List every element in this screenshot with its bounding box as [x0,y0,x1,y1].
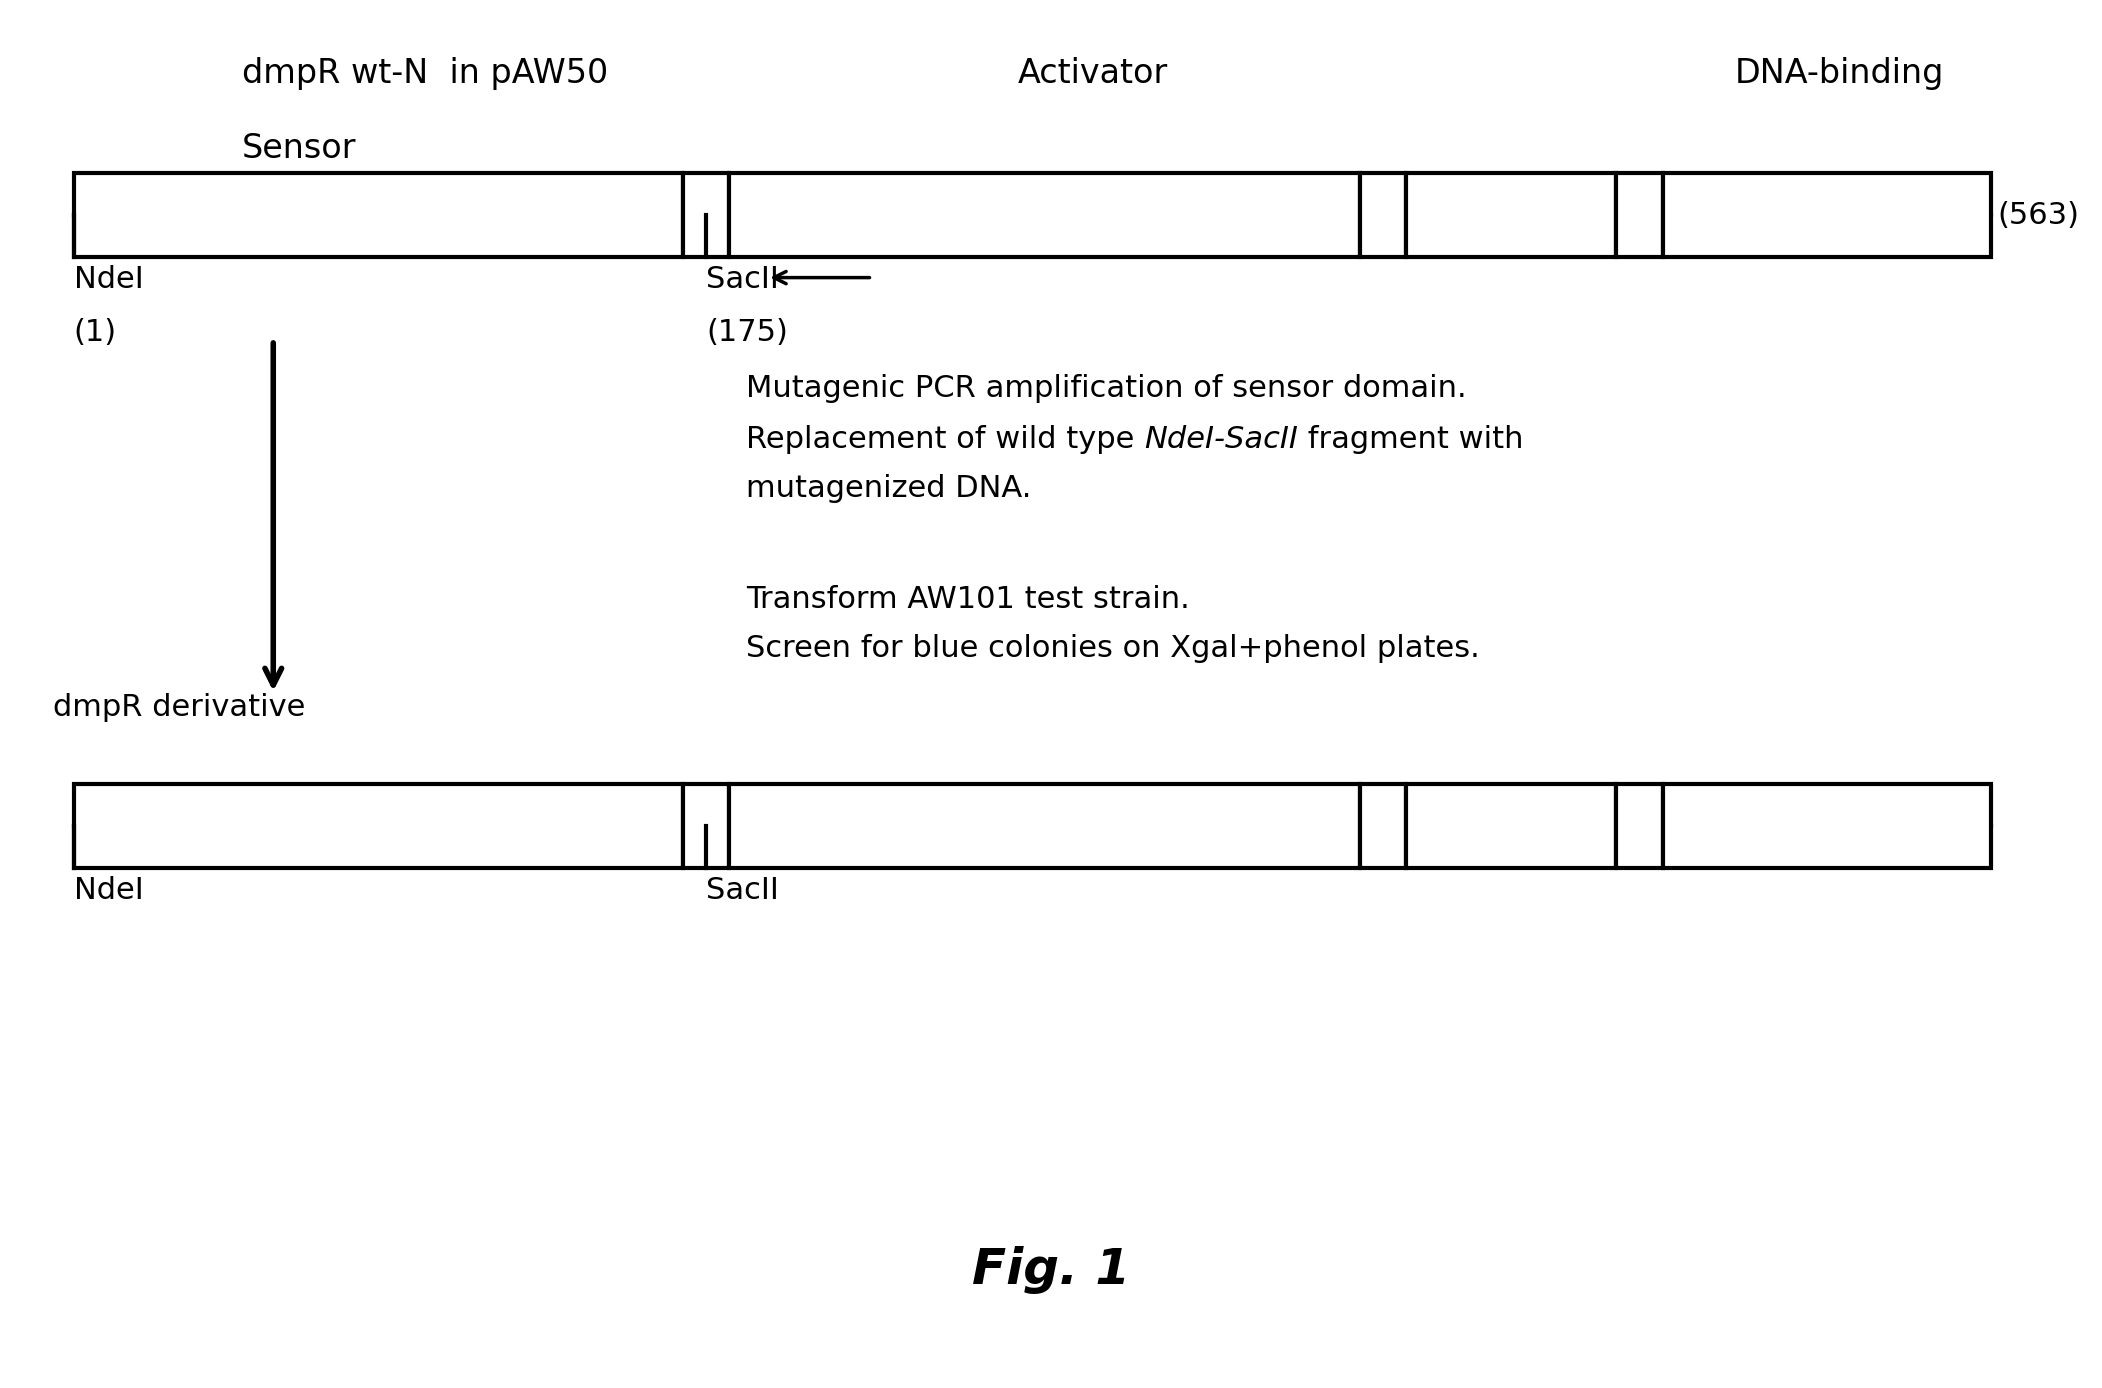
Bar [1406,174,1616,257]
Text: Sensor: Sensor [242,132,355,165]
Bar [1616,174,1663,257]
Text: NdeI: NdeI [74,876,143,905]
Bar [74,174,683,257]
Bar [1360,174,1406,257]
Bar [729,784,1360,868]
Text: Activator: Activator [1017,57,1169,90]
Text: fragment with: fragment with [1299,426,1524,454]
Text: Mutagenic PCR amplification of sensor domain.: Mutagenic PCR amplification of sensor do… [746,375,1467,403]
Text: Replacement of wild type: Replacement of wild type [746,426,1143,454]
Text: dmpR wt-N  in pAW50: dmpR wt-N in pAW50 [242,57,607,90]
Bar [1663,784,1991,868]
Text: NdeI: NdeI [74,265,143,294]
Bar [683,174,729,257]
Text: mutagenized DNA.: mutagenized DNA. [746,475,1032,502]
Bar [1616,784,1663,868]
Text: (563): (563) [1997,201,2079,229]
Bar [1360,784,1406,868]
Bar [74,784,683,868]
Text: Fig. 1: Fig. 1 [971,1246,1131,1294]
Text: NdeI-SacII: NdeI-SacII [1143,426,1299,454]
Text: Screen for blue colonies on Xgal+phenol plates.: Screen for blue colonies on Xgal+phenol … [746,634,1480,662]
Bar [1406,784,1616,868]
Bar [683,784,729,868]
Bar [1663,174,1991,257]
Text: (175): (175) [706,318,788,347]
Text: Transform AW101 test strain.: Transform AW101 test strain. [746,586,1190,613]
Text: DNA-binding: DNA-binding [1734,57,1944,90]
Bar [729,174,1360,257]
Text: dmpR derivative: dmpR derivative [53,694,305,722]
Text: SacII: SacII [706,265,780,294]
Text: (1): (1) [74,318,118,347]
Text: SacII: SacII [706,876,780,905]
